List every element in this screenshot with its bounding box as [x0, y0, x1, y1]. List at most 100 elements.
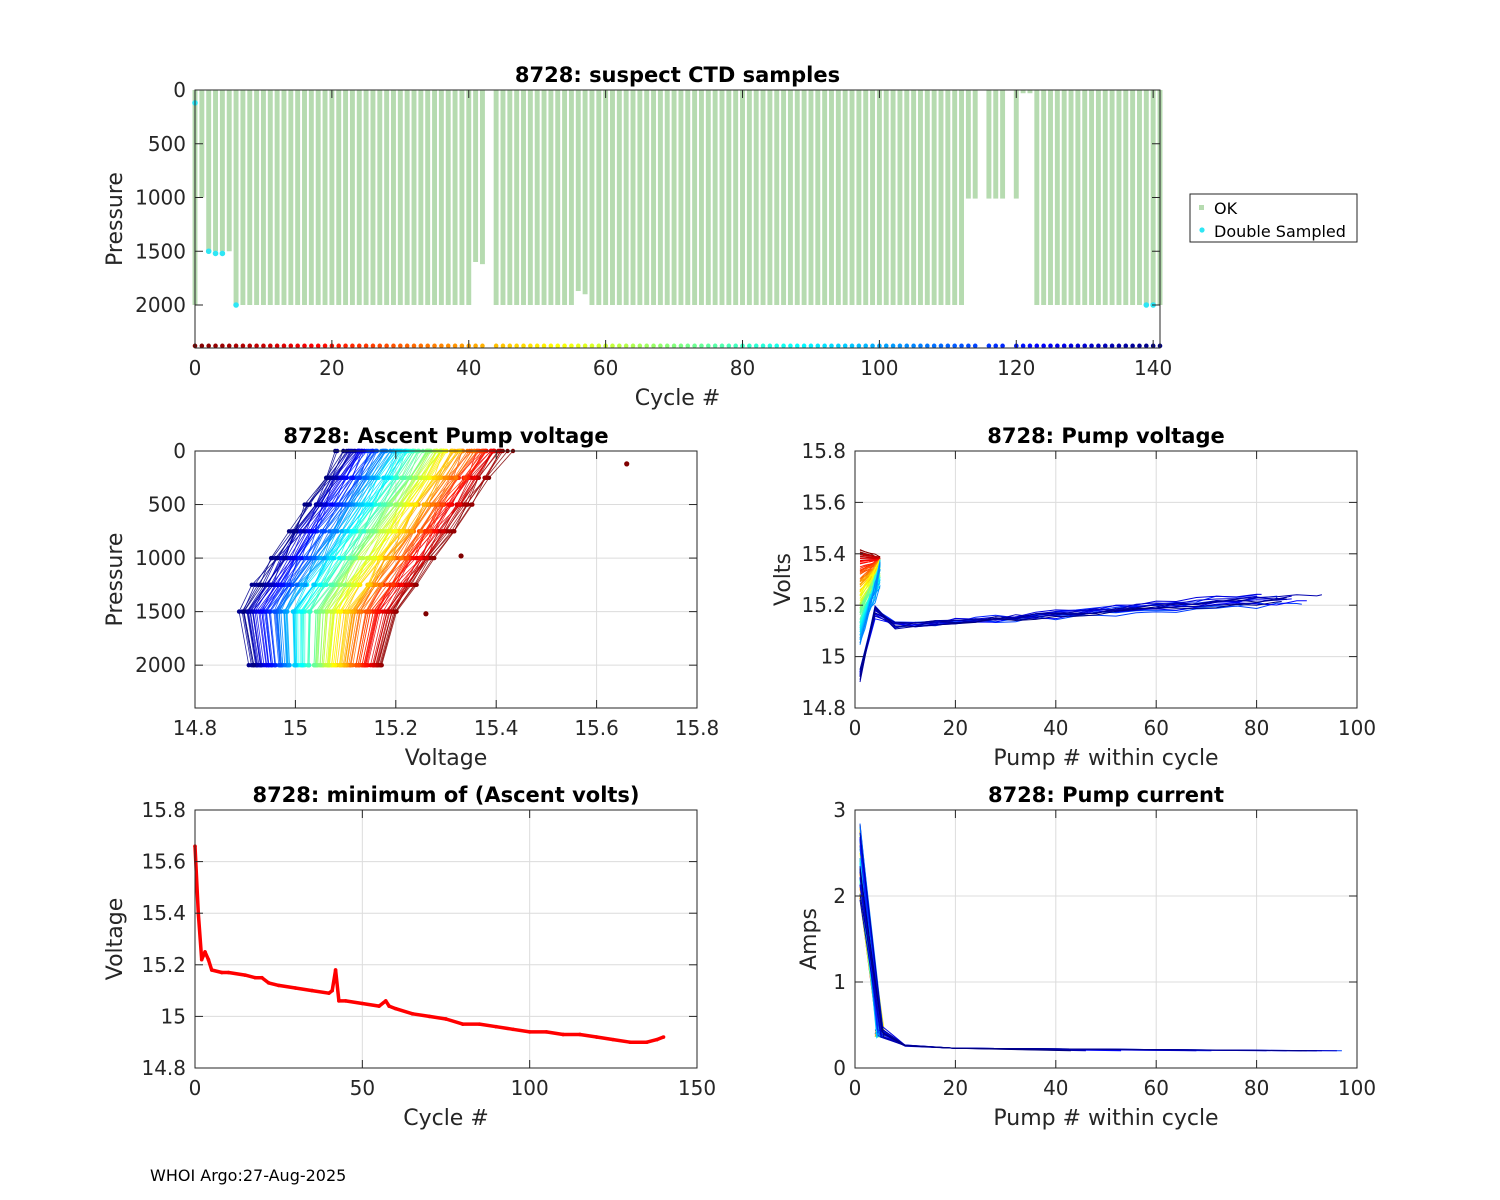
cycle-color-dot — [493, 343, 499, 349]
min-voltage-point — [383, 999, 388, 1003]
pumpc-frame — [854, 809, 1358, 1069]
ok-sample-bar — [1013, 90, 1019, 199]
ok-sample-bar — [493, 90, 499, 305]
cycle-color-dot — [829, 343, 834, 349]
ascent-profile-line — [355, 450, 483, 666]
pumpv-axes: 0 20 40 60 80 100 14.8 15 15.2 15.4 15.6 15.8 8728: … — [771, 424, 1376, 771]
ok-sample-bar — [507, 90, 513, 305]
ascent-sample-point — [350, 609, 355, 614]
ascent-sample-point — [280, 582, 286, 588]
ascent-sample-point — [365, 555, 370, 561]
ascent-sample-point — [307, 662, 312, 668]
suspect-xtick-label: 0 — [189, 356, 202, 380]
ok-sample-bar — [226, 90, 232, 252]
pump-voltage-trace — [859, 558, 881, 575]
ascent-profile-line — [366, 450, 492, 666]
pumpv-ytick-label: 15.2 — [801, 593, 846, 617]
pumpc-axes: 0 20 40 60 80 100 0 1 2 3 8728: Pump current Pump #… — [797, 783, 1376, 1131]
ascent-sample-point — [370, 529, 375, 534]
minv-xtick-label: 100 — [511, 1076, 549, 1100]
cycle-color-dot — [521, 343, 526, 349]
cycle-color-dot — [952, 343, 957, 349]
cycle-color-dot — [1096, 343, 1101, 349]
ascent-profile-line — [308, 450, 407, 666]
ascent-profile-line — [326, 450, 441, 666]
cycle-color-dot — [1075, 343, 1081, 349]
cycle-color-dot — [507, 343, 513, 349]
ascent-profile-line — [323, 450, 435, 666]
pumpc-xtick-label: 20 — [943, 1076, 968, 1100]
ascent-sample-point — [331, 555, 336, 561]
ascent-sample-point — [482, 475, 487, 480]
ascent-sample-point — [305, 502, 310, 507]
cycle-color-dot — [1137, 343, 1142, 349]
double-sampled-point — [233, 302, 239, 308]
ok-sample-bar — [938, 90, 944, 305]
ascent-sample-point — [290, 582, 295, 588]
ok-sample-bar — [740, 90, 745, 305]
ok-sample-bar — [445, 90, 451, 305]
ascent-sample-point — [286, 529, 292, 534]
cycle-color-dot — [719, 343, 725, 349]
cycle-color-dot — [753, 343, 759, 349]
ok-sample-bar — [562, 90, 568, 305]
ascent-sample-point — [294, 582, 300, 588]
ok-sample-bar — [897, 90, 903, 305]
cycle-color-dot — [480, 343, 485, 349]
ascent-sample-point — [393, 582, 399, 588]
ok-sample-bar — [274, 90, 280, 305]
ascent-profile-line — [276, 450, 378, 666]
ascent-sample-point — [312, 555, 317, 561]
ok-sample-bar — [986, 90, 992, 199]
pumpv-xtick-label: 40 — [1043, 716, 1068, 740]
ascent-sample-point — [335, 502, 340, 507]
ok-sample-bar — [233, 90, 239, 305]
cycle-color-dot — [630, 343, 636, 349]
ok-sample-bar — [726, 90, 732, 305]
ascent-sample-point — [341, 555, 346, 561]
cycle-color-dot — [226, 343, 232, 349]
ascent-sample-point — [413, 555, 419, 561]
ok-sample-bar — [247, 90, 253, 305]
ascent-sample-point — [398, 529, 403, 534]
ascent-profile-line — [372, 450, 494, 666]
ok-sample-bar — [568, 90, 574, 305]
ok-sample-bar — [322, 90, 328, 305]
ascent-profile-line — [313, 450, 424, 666]
ascent-sample-point — [387, 555, 393, 561]
ascent-sample-point — [236, 609, 242, 614]
ascent-sample-point — [418, 475, 423, 480]
min-voltage-point — [511, 1027, 515, 1032]
ok-sample-bar — [753, 90, 759, 305]
min-voltage-point — [494, 1024, 499, 1029]
cycle-color-dot — [213, 343, 218, 349]
ascent-profile-line — [317, 450, 427, 666]
pumpc-ytick-label: 1 — [833, 970, 846, 994]
pump-voltage-trace — [859, 553, 881, 559]
cycle-color-dot — [473, 343, 478, 349]
ok-sample-bar — [582, 90, 588, 295]
ok-sample-bar — [657, 90, 663, 305]
cycle-color-dot — [685, 343, 691, 349]
ascent-sample-point — [329, 609, 334, 614]
pumpv-marks — [859, 549, 1323, 683]
ascent-sample-point — [283, 555, 288, 561]
cycle-color-dot — [562, 343, 567, 349]
ascent-sample-point — [446, 529, 451, 534]
cycle-color-dot — [1102, 343, 1108, 349]
min-voltage-point — [330, 988, 335, 993]
ascent-sample-point — [357, 609, 362, 614]
cycle-color-dot — [425, 343, 430, 349]
ascent-sample-point — [330, 529, 335, 534]
ascent-sample-point — [413, 582, 418, 588]
ascent-sample-point — [430, 555, 435, 561]
minv-axes: 0 50 100 150 14.8 15 15.2 15.4 15.6 15.8 8728: min… — [103, 783, 716, 1131]
ascent-sample-point — [304, 555, 310, 561]
ok-sample-bar — [637, 90, 643, 305]
ok-sample-bar — [787, 90, 793, 305]
ok-sample-bar — [603, 90, 609, 305]
cycle-color-dot — [747, 343, 752, 349]
ascent-sample-point — [371, 475, 376, 480]
ascent-sample-point — [324, 662, 330, 668]
ascent-sample-point — [246, 662, 251, 668]
